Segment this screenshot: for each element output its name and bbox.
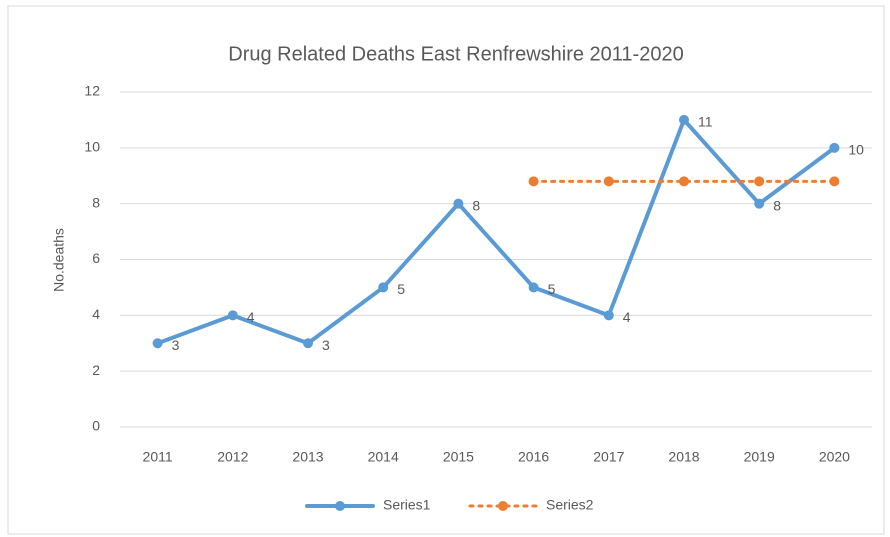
point [303,338,313,349]
data-label: 8 [773,197,781,213]
y-tick-label: 10 [84,139,100,155]
legend-label: Series1 [383,497,431,513]
data-label: 10 [848,142,864,158]
series-line [155,117,837,346]
legend-label: Series2 [546,497,594,513]
point [528,176,539,187]
data-label: 4 [247,309,255,325]
x-tick-label: 2012 [217,449,248,465]
y-tick-label: 6 [92,250,100,266]
x-tick-label: 2015 [443,449,474,465]
point [754,198,765,209]
legend-marker [335,501,345,511]
y-tick-label: 12 [84,83,100,99]
point [378,282,389,293]
point [603,176,614,187]
chart-border [7,5,885,535]
point [152,338,163,349]
point [829,176,840,187]
y-tick-label: 2 [92,362,100,378]
data-label: 5 [548,281,556,297]
y-tick-label: 4 [92,306,100,322]
x-tick-label: 2019 [744,449,775,465]
point [603,310,614,321]
y-tick-label: 8 [92,194,100,210]
point [227,310,238,321]
y-tick-label: 0 [92,418,100,434]
point [679,176,689,187]
point [453,198,464,209]
x-tick-label: 2016 [518,449,549,465]
x-tick-label: 2018 [668,449,699,465]
data-label: 3 [322,337,330,353]
point [754,176,765,187]
y-axis-label: No.deaths [51,228,67,292]
legend-marker [498,501,508,511]
point [829,142,840,153]
x-tick-label: 2013 [292,449,323,465]
x-tick-label: 2020 [819,449,850,465]
x-tick-label: 2014 [368,449,399,465]
data-label: 4 [623,309,631,325]
point [679,114,689,125]
chart-title: Drug Related Deaths East Renfrewshire 20… [228,43,683,65]
data-label: 11 [698,114,713,130]
data-label: 3 [172,337,180,353]
data-label: 5 [397,281,405,297]
point [528,282,539,293]
x-tick-label: 2017 [593,449,624,465]
data-label: 8 [472,197,480,213]
x-tick-label: 2011 [143,449,173,465]
